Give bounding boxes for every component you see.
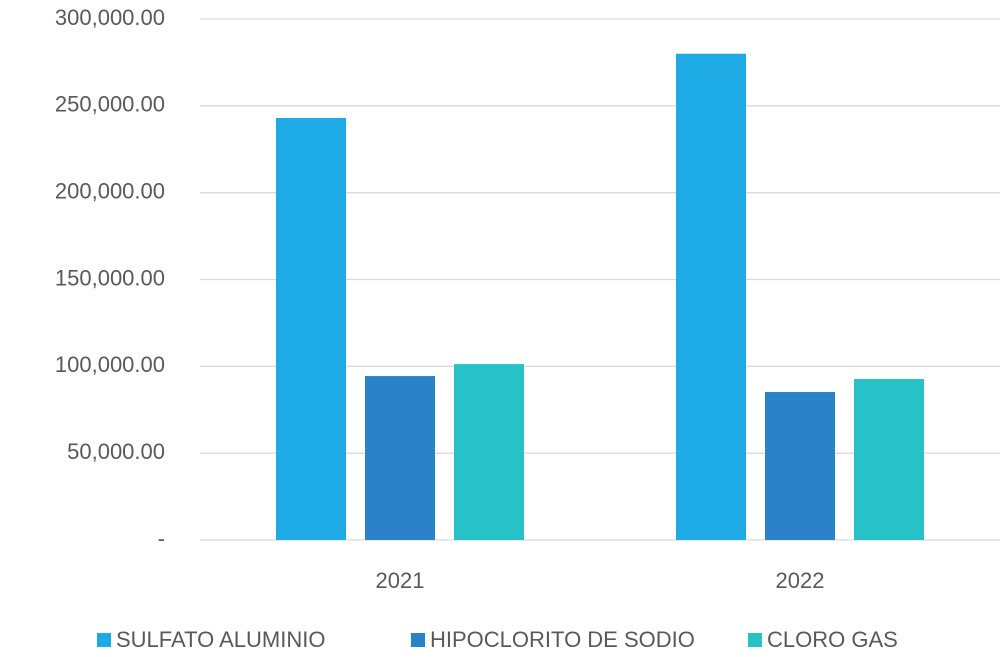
y-tick-label: - [158,526,165,551]
x-tick-label: 2022 [776,568,825,593]
y-tick-label: 50,000.00 [67,439,165,464]
y-tick-label: 300,000.00 [55,5,165,30]
legend-swatch [748,633,762,647]
legend-label: HIPOCLORITO DE SODIO [430,627,695,652]
bar [765,392,835,540]
bar [454,364,524,540]
legend-label: SULFATO ALUMINIO [116,627,325,652]
y-tick-label: 150,000.00 [55,265,165,290]
bar [676,53,746,540]
legend-swatch [97,633,111,647]
y-tick-label: 200,000.00 [55,178,165,203]
legend-swatch [411,633,425,647]
y-tick-label: 250,000.00 [55,92,165,117]
x-tick-label: 2021 [376,568,425,593]
bar [854,379,924,540]
bar [365,376,435,540]
y-tick-label: 100,000.00 [55,352,165,377]
bar [276,117,346,541]
legend-label: CLORO GAS [767,627,898,652]
